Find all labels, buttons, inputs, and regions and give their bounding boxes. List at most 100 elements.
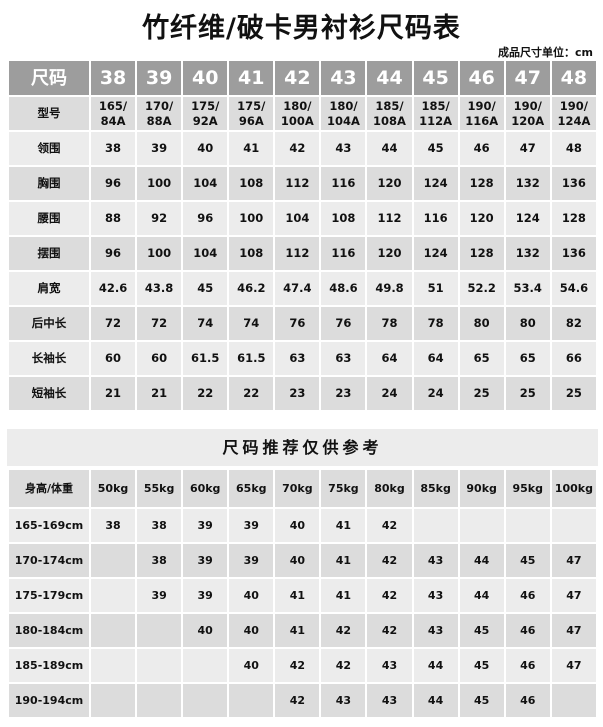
size-row: 领围 38 39 40 41 42 43 44 45 46 47 48 [7,130,599,167]
size-cell: 96 [181,200,230,237]
size-cell: 120 [365,235,414,272]
recommend-cell [135,612,184,649]
size-cell: 25 [549,375,599,412]
size-cell: 92 [135,200,184,237]
header-cell: 尺码 [7,59,91,97]
recommend-cell: 40 [181,612,230,649]
size-cell: 108 [227,165,276,202]
recommend-row: 180-184cm 40 40 41 42 42 43 45 46 47 [7,612,599,649]
recommend-cell: 47 [549,542,599,579]
header-cell: 41 [227,59,276,97]
header-cell: 38 [88,59,138,97]
size-cell: 45 [181,270,230,307]
size-row: 胸围 96 100 104 108 112 116 120 124 128 132 136 [7,165,599,202]
size-cell-line: 108A [373,113,406,128]
recommend-cell: 45 [457,682,506,719]
size-cell: 41 [227,130,276,167]
row-label: 腰围 [7,200,91,237]
recommend-cell: 38 [135,542,184,579]
recommend-cell: 46 [503,612,552,649]
header-cell: 46 [457,59,506,97]
size-cell: 64 [365,340,414,377]
recommend-cell [227,682,276,719]
size-cell: 128 [549,200,599,237]
row-label: 肩宽 [7,270,91,307]
size-cell: 100 [135,235,184,272]
recommend-cell: 47 [549,647,599,684]
recommend-cell [503,507,552,544]
size-cell: 96 [88,165,138,202]
size-cell-line: 120A [511,113,545,128]
size-cell: 112 [365,200,414,237]
size-cell: 136 [549,235,599,272]
recommend-cell: 39 [227,542,276,579]
size-cell: 128 [457,165,506,202]
recommend-cell: 47 [549,612,599,649]
size-cell: 23 [319,375,368,412]
recommend-cell: 41 [319,507,368,544]
size-cell: 78 [365,305,414,342]
recommend-cell [88,542,138,579]
header-cell: 40 [181,59,230,97]
recommend-cell: 41 [273,577,322,614]
size-cell-line: 175/ [191,98,220,113]
recommend-row: 190-194cm 42 43 43 44 45 46 [7,682,599,719]
recommend-cell: 44 [457,577,506,614]
size-cell-line: 170/ [145,98,174,113]
size-cell: 39 [135,130,184,167]
recommend-cell: 39 [181,577,230,614]
size-cell: 136 [549,165,599,202]
recommend-cell: 42 [319,612,368,649]
size-cell: 180/100A [273,95,322,132]
recommend-cell: 42 [319,647,368,684]
size-cell-line: 88A [146,113,172,128]
size-cell-line: 124A [557,113,591,128]
recommend-cell [549,507,599,544]
recommend-cell: 40 [273,507,322,544]
size-table: 尺码 38 39 40 41 42 43 44 45 46 47 48 型号 165/84A 170/88A… [7,59,599,412]
size-row: 短袖长 21 21 22 22 23 23 24 24 25 25 25 [7,375,599,412]
size-cell: 76 [319,305,368,342]
row-label: 170-174cm [7,542,91,579]
size-cell: 80 [457,305,506,342]
size-cell-line: 175/ [237,98,266,113]
size-cell: 190/124A [549,95,599,132]
size-cell: 185/108A [365,95,414,132]
size-row: 摆围 96 100 104 108 112 116 120 124 128 132 136 [7,235,599,272]
header-cell: 43 [319,59,368,97]
size-cell-line: 84A [100,113,126,128]
size-row: 腰围 88 92 96 100 104 108 112 116 120 124 128 [7,200,599,237]
size-cell: 21 [135,375,184,412]
size-cell: 44 [365,130,414,167]
unit-note: 成品尺寸单位：cm [498,46,593,59]
size-cell: 51 [411,270,460,307]
header-cell: 75kg [319,468,368,509]
recommend-cell: 42 [365,577,414,614]
recommend-cell: 42 [273,682,322,719]
recommend-cell: 43 [319,682,368,719]
header-cell: 身高/体重 [7,468,91,509]
size-cell: 65 [457,340,506,377]
header-cell: 47 [503,59,552,97]
size-cell: 120 [457,200,506,237]
recommend-cell [88,577,138,614]
size-cell: 63 [319,340,368,377]
recommend-cell: 43 [365,647,414,684]
recommend-cell: 41 [273,612,322,649]
row-label: 胸围 [7,165,91,202]
recommend-cell [181,682,230,719]
size-cell: 42 [273,130,322,167]
header-cell: 55kg [135,468,184,509]
size-cell: 76 [273,305,322,342]
recommend-cell: 45 [503,542,552,579]
recommend-cell: 38 [135,507,184,544]
recommend-cell: 42 [273,647,322,684]
row-label: 摆围 [7,235,91,272]
recommend-cell: 40 [227,577,276,614]
size-cell: 40 [181,130,230,167]
recommend-cell: 41 [319,542,368,579]
size-cell: 61.5 [227,340,276,377]
header-cell: 65kg [227,468,276,509]
size-cell: 60 [135,340,184,377]
size-cell: 185/112A [411,95,460,132]
